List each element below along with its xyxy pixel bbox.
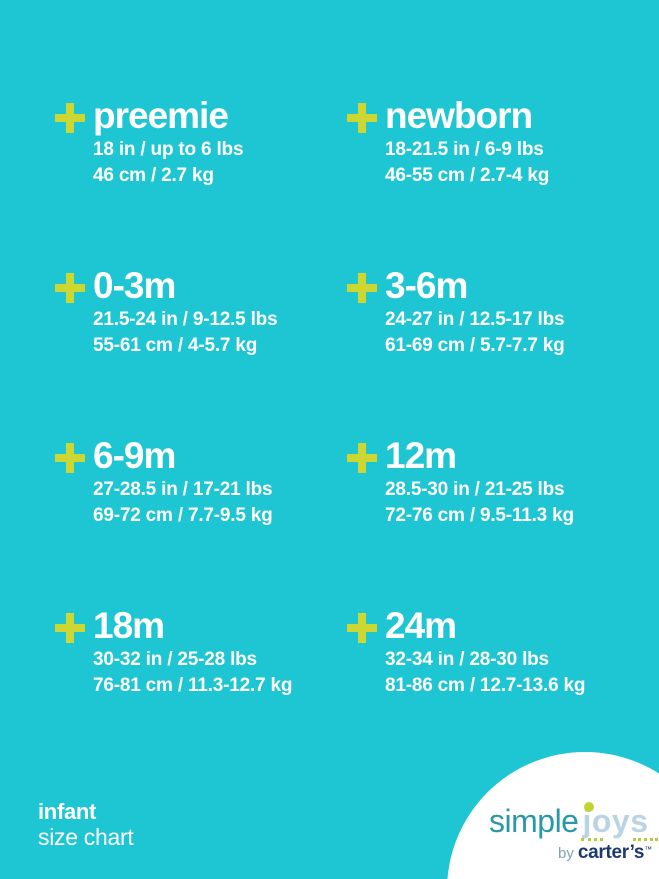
- size-metric: 61-69 cm / 5.7-7.7 kg: [385, 335, 565, 356]
- size-metric: 46-55 cm / 2.7-4 kg: [385, 165, 550, 186]
- size-label: 3-6m: [385, 265, 468, 306]
- size-block-12m: 12m 28.5-30 in / 21-25 lbs 72-76 cm / 9.…: [347, 435, 574, 529]
- plus-icon: [55, 613, 85, 643]
- size-imperial: 21.5-24 in / 9-12.5 lbs: [93, 309, 278, 330]
- size-info: newborn 18-21.5 in / 6-9 lbs 46-55 cm / …: [385, 95, 550, 189]
- logo-by-text: by: [558, 845, 574, 862]
- size-info: 18m 30-32 in / 25-28 lbs 76-81 cm / 11.3…: [93, 605, 293, 699]
- plus-icon: [347, 273, 377, 303]
- brand-logo-byline: by carter’s ™: [558, 842, 652, 864]
- size-metric: 81-86 cm / 12.7-13.6 kg: [385, 675, 586, 696]
- size-block-6-9m: 6-9m 27-28.5 in / 17-21 lbs 69-72 cm / 7…: [55, 435, 273, 529]
- size-info: 3-6m 24-27 in / 12.5-17 lbs 61-69 cm / 5…: [385, 265, 565, 359]
- brand-logo: simple joys: [489, 802, 649, 840]
- logo-stitch-icon: [581, 838, 603, 841]
- logo-j-dot-icon: [584, 802, 595, 812]
- plus-icon: [55, 443, 85, 473]
- size-info: 24m 32-34 in / 28-30 lbs 81-86 cm / 12.7…: [385, 605, 586, 699]
- size-label: 24m: [385, 605, 457, 646]
- chart-title-category: infant: [38, 799, 97, 824]
- size-info: 0-3m 21.5-24 in / 9-12.5 lbs 55-61 cm / …: [93, 265, 278, 359]
- plus-icon: [347, 103, 377, 133]
- size-imperial: 32-34 in / 28-30 lbs: [385, 649, 549, 670]
- size-block-3-6m: 3-6m 24-27 in / 12.5-17 lbs 61-69 cm / 5…: [347, 265, 565, 359]
- size-label: 6-9m: [93, 435, 176, 476]
- size-label: 0-3m: [93, 265, 176, 306]
- logo-word-simple: simple: [489, 803, 579, 839]
- size-block-newborn: newborn 18-21.5 in / 6-9 lbs 46-55 cm / …: [347, 95, 550, 189]
- trademark-symbol: ™: [644, 845, 653, 854]
- size-label: preemie: [93, 95, 229, 136]
- plus-icon: [55, 103, 85, 133]
- size-info: 12m 28.5-30 in / 21-25 lbs 72-76 cm / 9.…: [385, 435, 574, 529]
- size-label: 12m: [385, 435, 457, 476]
- chart-title: infant size chart: [38, 799, 134, 850]
- plus-icon: [347, 443, 377, 473]
- size-imperial: 30-32 in / 25-28 lbs: [93, 649, 257, 670]
- size-imperial: 24-27 in / 12.5-17 lbs: [385, 309, 565, 330]
- size-label: 18m: [93, 605, 165, 646]
- size-info: 6-9m 27-28.5 in / 17-21 lbs 69-72 cm / 7…: [93, 435, 273, 529]
- size-metric: 69-72 cm / 7.7-9.5 kg: [93, 505, 273, 526]
- size-block-0-3m: 0-3m 21.5-24 in / 9-12.5 lbs 55-61 cm / …: [55, 265, 278, 359]
- size-label: newborn: [385, 95, 533, 136]
- size-block-preemie: preemie 18 in / up to 6 lbs 46 cm / 2.7 …: [55, 95, 244, 189]
- size-imperial: 27-28.5 in / 17-21 lbs: [93, 479, 273, 500]
- size-metric: 76-81 cm / 11.3-12.7 kg: [93, 675, 293, 696]
- chart-title-subtitle: size chart: [38, 824, 134, 850]
- size-metric: 55-61 cm / 4-5.7 kg: [93, 335, 258, 356]
- size-imperial: 28.5-30 in / 21-25 lbs: [385, 479, 565, 500]
- size-metric: 46 cm / 2.7 kg: [93, 165, 214, 186]
- size-block-24m: 24m 32-34 in / 28-30 lbs 81-86 cm / 12.7…: [347, 605, 586, 699]
- size-block-18m: 18m 30-32 in / 25-28 lbs 76-81 cm / 11.3…: [55, 605, 293, 699]
- size-imperial: 18-21.5 in / 6-9 lbs: [385, 139, 544, 160]
- size-info: preemie 18 in / up to 6 lbs 46 cm / 2.7 …: [93, 95, 244, 189]
- logo-word-joys: joys: [582, 802, 648, 840]
- plus-icon: [55, 273, 85, 303]
- size-metric: 72-76 cm / 9.5-11.3 kg: [385, 505, 574, 526]
- size-imperial: 18 in / up to 6 lbs: [93, 139, 244, 160]
- logo-brand-name: carter’s: [577, 842, 645, 863]
- plus-icon: [347, 613, 377, 643]
- logo-stitch-icon: [633, 838, 658, 841]
